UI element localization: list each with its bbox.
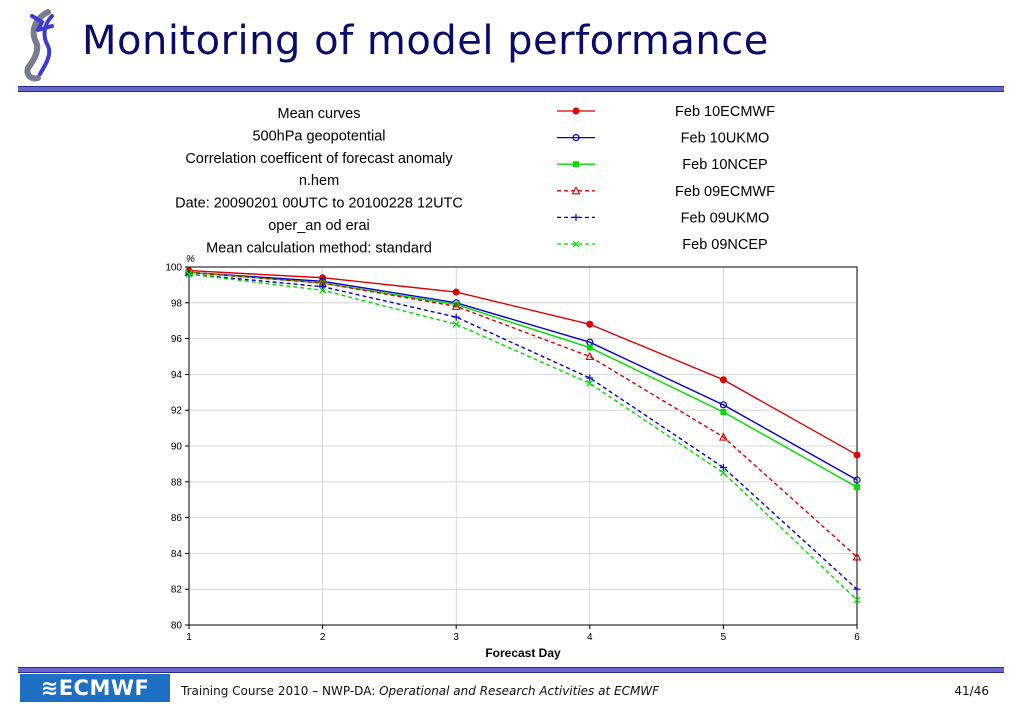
data-point xyxy=(319,286,327,294)
data-point xyxy=(853,451,861,459)
series-line xyxy=(188,269,858,456)
series-line xyxy=(188,273,858,601)
data-point xyxy=(586,320,594,328)
x-axis-label: Forecast Day xyxy=(485,646,561,660)
data-point xyxy=(720,408,727,415)
y-tick-label: 86 xyxy=(171,513,183,524)
chart-title-line: oper_an od erai xyxy=(268,218,370,234)
ecmwf-footer-logo: ≋ECMWF xyxy=(20,674,170,702)
chart-title-line: 500hPa geopotential xyxy=(252,128,385,144)
chart-legend: Feb 10ECMWF Feb 10UKMO Feb 10NCEP Feb 09ECM… xyxy=(557,104,775,253)
data-point xyxy=(451,301,461,310)
legend-label: Feb 09UKMO xyxy=(681,210,770,226)
y-tick-label: 98 xyxy=(171,298,183,309)
y-tick-label: 80 xyxy=(171,621,183,632)
data-point xyxy=(854,484,860,491)
data-point xyxy=(719,469,727,477)
legend-label: Feb 10NCEP xyxy=(682,157,767,173)
chart-series xyxy=(184,267,862,604)
series-line xyxy=(188,271,858,481)
series-line xyxy=(188,271,858,558)
data-point xyxy=(853,476,861,484)
footer-course-text: Training Course 2010 – NWP-DA: Operation… xyxy=(181,684,659,698)
y-tick-label: 100 xyxy=(165,263,182,274)
x-tick-label: 4 xyxy=(587,632,593,643)
series-line xyxy=(188,273,858,590)
footer-course-label: Training Course 2010 – NWP-DA: xyxy=(181,684,380,698)
y-tick-label: 92 xyxy=(171,406,183,417)
ecmwf-swirl-logo xyxy=(24,9,54,82)
legend-label: Feb 10ECMWF xyxy=(675,104,775,120)
legend-marker xyxy=(572,213,580,221)
legend-marker xyxy=(571,186,581,195)
page-number: 41/46 xyxy=(954,684,989,698)
page-title: Monitoring of model performance xyxy=(82,18,769,64)
chart-title-line: Correlation coefficent of forecast anoma… xyxy=(185,151,453,167)
chart-title-line: Date: 20090201 00UTC to 20100228 12UTC xyxy=(175,196,463,212)
y-tick-label: 90 xyxy=(171,442,183,453)
data-point xyxy=(586,379,594,387)
y-tick-label: 96 xyxy=(171,334,183,345)
title-divider xyxy=(18,86,1004,92)
data-point xyxy=(453,301,460,308)
y-tick-label: 94 xyxy=(171,370,183,381)
data-point xyxy=(585,351,595,361)
x-tick-label: 1 xyxy=(186,632,192,643)
data-point xyxy=(718,432,728,441)
footer-divider xyxy=(18,667,1004,673)
data-point xyxy=(852,552,862,561)
chart-title-line: Mean curves xyxy=(277,106,360,122)
chart-grid xyxy=(188,266,858,626)
y-tick-label: 82 xyxy=(171,585,183,596)
series-line xyxy=(188,271,858,488)
y-tick-label: 84 xyxy=(171,549,183,560)
line-chart: Mean curves 500hPa geopotential Correlatio… xyxy=(165,104,862,660)
x-tick-label: 2 xyxy=(320,632,326,643)
data-point xyxy=(185,270,193,278)
x-tick-label: 6 xyxy=(854,632,860,643)
data-point xyxy=(853,585,861,593)
footer-course-subtitle: Operational and Research Activities at E… xyxy=(379,684,660,698)
data-point xyxy=(452,288,460,296)
legend-marker xyxy=(572,133,580,142)
chart-title-line: n.hem xyxy=(299,173,339,189)
y-tick-label: 88 xyxy=(171,477,183,488)
data-point xyxy=(319,283,327,291)
data-point xyxy=(719,463,727,471)
x-tick-label: 3 xyxy=(453,632,459,643)
chart-title-block: Mean curves 500hPa geopotential Correlatio… xyxy=(175,106,463,256)
data-point xyxy=(719,401,728,409)
legend-marker xyxy=(573,161,579,168)
legend-label: Feb 10UKMO xyxy=(681,131,770,147)
legend-marker xyxy=(572,107,580,115)
legend-label: Feb 09ECMWF xyxy=(675,184,775,200)
data-point xyxy=(719,376,727,384)
data-point xyxy=(452,313,460,321)
data-point xyxy=(586,344,593,351)
data-point xyxy=(853,596,861,604)
legend-marker xyxy=(572,240,580,248)
data-point xyxy=(586,374,594,382)
data-point xyxy=(452,320,460,328)
y-axis-label: % xyxy=(186,254,195,265)
chart-axes: 80 82 84 86 88 90 92 94 96 98 100 1 2 3 4 5 6 xyxy=(165,263,860,644)
x-tick-label: 5 xyxy=(721,632,727,643)
chart-title-line: Mean calculation method: standard xyxy=(206,240,432,256)
legend-label: Feb 09NCEP xyxy=(682,237,767,253)
